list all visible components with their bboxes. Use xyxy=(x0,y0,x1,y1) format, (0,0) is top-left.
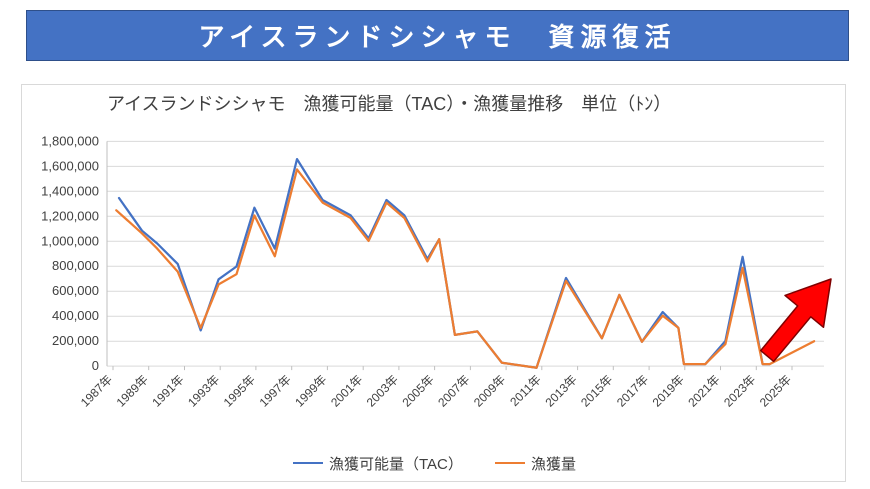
svg-text:600,000: 600,000 xyxy=(52,283,99,298)
svg-text:2007年: 2007年 xyxy=(435,372,472,409)
svg-text:2023年: 2023年 xyxy=(721,372,758,409)
svg-text:1993年: 1993年 xyxy=(185,372,222,409)
svg-text:1997年: 1997年 xyxy=(257,372,294,409)
svg-text:1999年: 1999年 xyxy=(292,372,329,409)
svg-text:1,800,000: 1,800,000 xyxy=(41,133,99,148)
svg-text:1987年: 1987年 xyxy=(78,372,115,409)
svg-text:1,400,000: 1,400,000 xyxy=(41,183,99,198)
svg-text:2017年: 2017年 xyxy=(614,372,651,409)
svg-text:2005年: 2005年 xyxy=(399,372,436,409)
svg-text:2011年: 2011年 xyxy=(507,372,544,409)
svg-text:2013年: 2013年 xyxy=(542,372,579,409)
svg-text:1,000,000: 1,000,000 xyxy=(41,233,99,248)
svg-text:2003年: 2003年 xyxy=(364,372,401,409)
svg-text:1991年: 1991年 xyxy=(149,372,186,409)
svg-text:1,200,000: 1,200,000 xyxy=(41,208,99,223)
svg-text:800,000: 800,000 xyxy=(52,258,99,273)
svg-text:2009年: 2009年 xyxy=(471,372,508,409)
svg-text:1,600,000: 1,600,000 xyxy=(41,158,99,173)
svg-text:2019年: 2019年 xyxy=(650,372,687,409)
svg-text:200,000: 200,000 xyxy=(52,333,99,348)
svg-text:1995年: 1995年 xyxy=(221,372,258,409)
svg-text:1989年: 1989年 xyxy=(114,372,151,409)
svg-text:2015年: 2015年 xyxy=(578,372,615,409)
svg-text:2001年: 2001年 xyxy=(328,372,365,409)
svg-text:2021年: 2021年 xyxy=(685,372,722,409)
svg-text:2025年: 2025年 xyxy=(757,372,794,409)
svg-text:400,000: 400,000 xyxy=(52,308,99,323)
svg-text:0: 0 xyxy=(92,358,99,373)
